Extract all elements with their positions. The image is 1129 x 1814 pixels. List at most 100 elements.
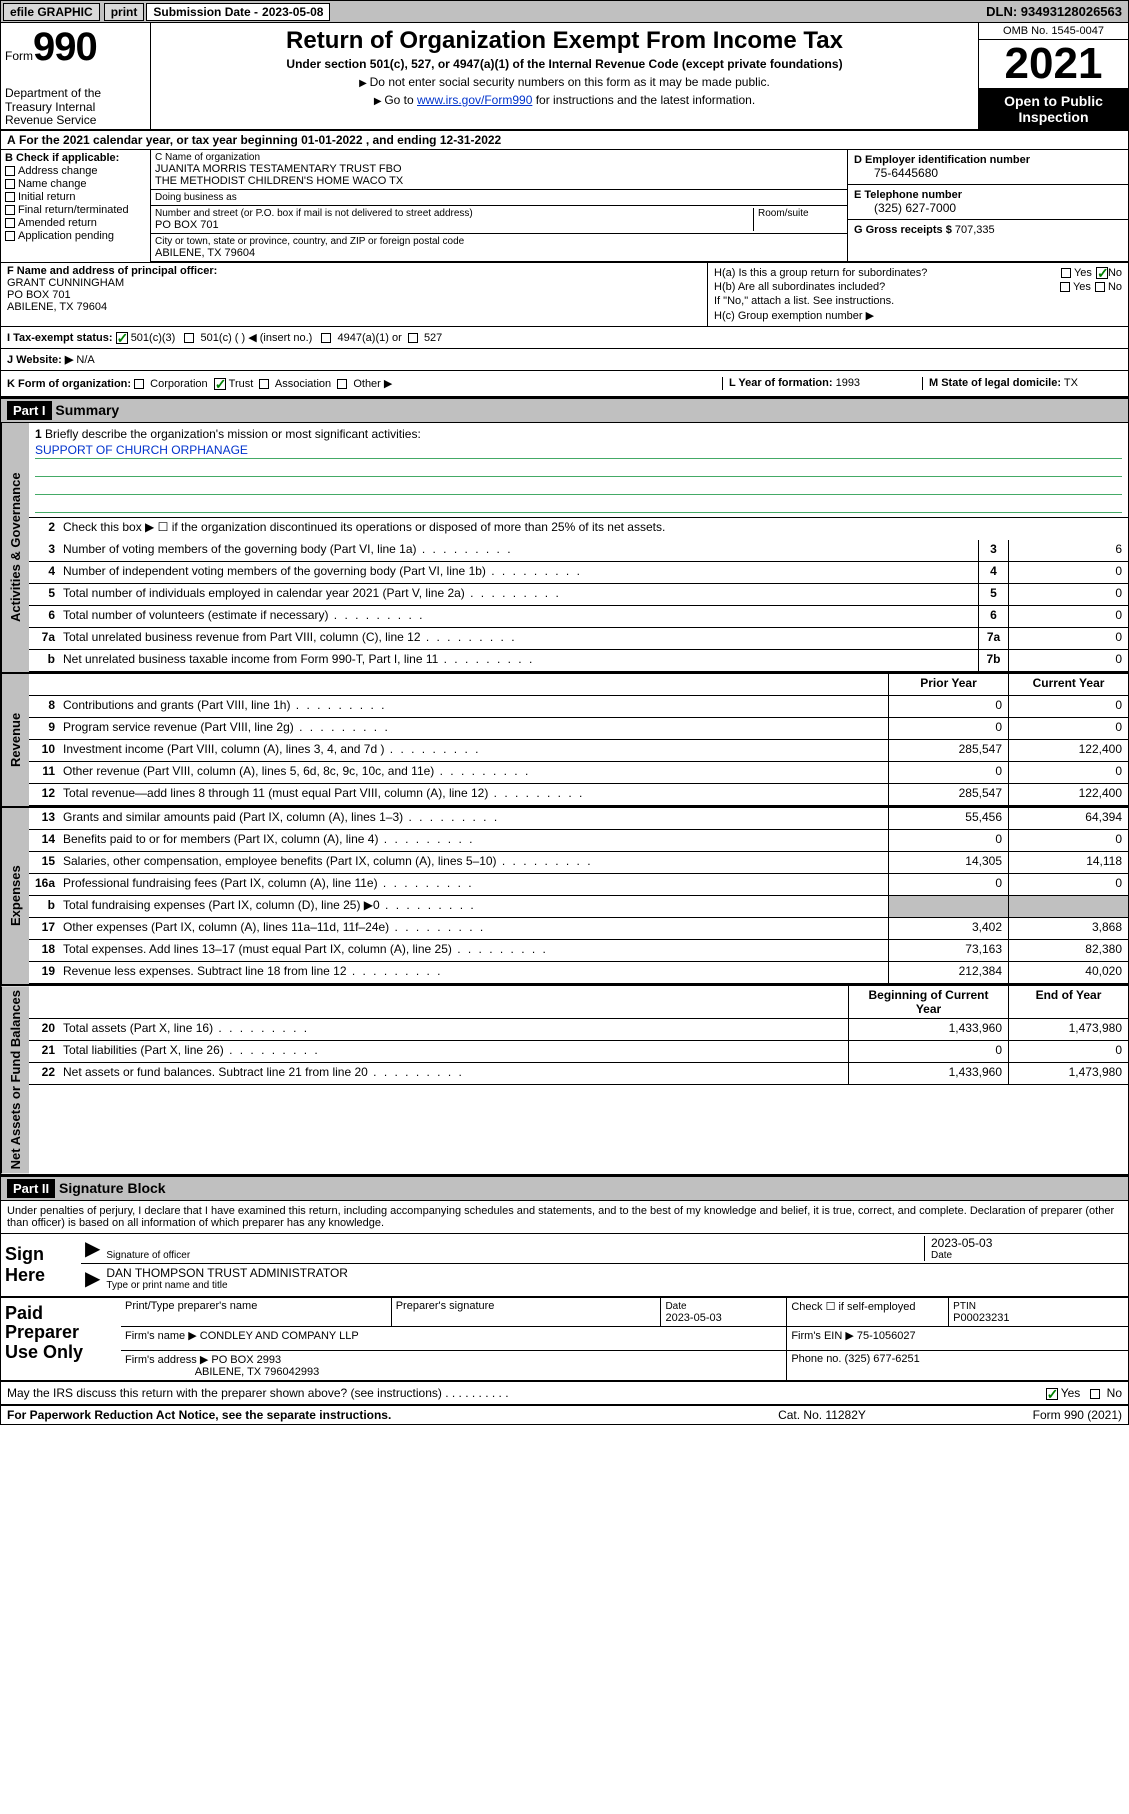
q2-text: Check this box ▶ ☐ if the organization d… [59, 518, 1128, 540]
line-text: Net unrelated business taxable income fr… [59, 650, 978, 671]
line-prior: 285,547 [888, 784, 1008, 805]
table-row: 19Revenue less expenses. Subtract line 1… [29, 962, 1128, 984]
k-trust: Trust [229, 378, 254, 390]
col-end: End of Year [1008, 986, 1128, 1018]
open-to-public: Open to Public Inspection [979, 89, 1128, 129]
line-prior: 1,433,960 [848, 1019, 1008, 1040]
sign-here-block: Sign Here ▶ Signature of officer 2023-05… [1, 1234, 1128, 1298]
firm-ein-label: Firm's EIN ▶ [791, 1330, 854, 1342]
i-501c3-checkbox[interactable] [116, 332, 128, 344]
prep-name-label: Print/Type preparer's name [121, 1298, 391, 1327]
submission-date-value: 2023-05-08 [262, 5, 323, 19]
line-value: 0 [1008, 584, 1128, 605]
table-row: 18Total expenses. Add lines 13–17 (must … [29, 940, 1128, 962]
cb-final-return[interactable]: Final return/terminated [5, 204, 146, 216]
part1-badge: Part I [7, 401, 52, 420]
header-center: Return of Organization Exempt From Incom… [151, 23, 978, 129]
tax-year: 2021 [979, 40, 1128, 89]
header-right: OMB No. 1545-0047 2021 Open to Public In… [978, 23, 1128, 129]
mission-blank-3 [35, 497, 1122, 513]
j-value: N/A [76, 354, 94, 366]
line-text: Total fundraising expenses (Part IX, col… [59, 896, 888, 917]
line-prior: 3,402 [888, 918, 1008, 939]
may-yes: Yes [1061, 1386, 1081, 1400]
may-discuss-text: May the IRS discuss this return with the… [7, 1386, 442, 1400]
line-num: b [29, 650, 59, 671]
i-opt4: 527 [424, 332, 442, 344]
line-num: 6 [29, 606, 59, 627]
line-value: 6 [1008, 540, 1128, 561]
table-row: 8Contributions and grants (Part VIII, li… [29, 696, 1128, 718]
cb-address-change[interactable]: Address change [5, 165, 146, 177]
perjury-statement: Under penalties of perjury, I declare th… [1, 1201, 1128, 1234]
line-num: 4 [29, 562, 59, 583]
cb-app-pending[interactable]: Application pending [5, 230, 146, 242]
line-text: Other expenses (Part IX, column (A), lin… [59, 918, 888, 939]
table-row: bTotal fundraising expenses (Part IX, co… [29, 896, 1128, 918]
line-text: Grants and similar amounts paid (Part IX… [59, 808, 888, 829]
mission-blank-1 [35, 461, 1122, 477]
cb-amended[interactable]: Amended return [5, 217, 146, 229]
firm-addr1: PO BOX 2993 [211, 1354, 281, 1366]
irs-link[interactable]: www.irs.gov/Form990 [417, 93, 532, 107]
hc-label: H(c) Group exemption number ▶ [714, 309, 874, 322]
sig-arrow-icon: ▶ [85, 1236, 100, 1261]
department-label: Department of the Treasury Internal Reve… [5, 87, 146, 127]
ptin-value: P00023231 [953, 1312, 1009, 1324]
line-text: Professional fundraising fees (Part IX, … [59, 874, 888, 895]
line-value: 0 [1008, 650, 1128, 671]
i-opt1: 501(c)(3) [131, 332, 176, 344]
prep-sig-label: Preparer's signature [391, 1298, 661, 1327]
footer-form: Form 990 (2021) [922, 1408, 1122, 1422]
line-prior: 0 [888, 762, 1008, 783]
line-num: 22 [29, 1063, 59, 1084]
c-name-2: THE METHODIST CHILDREN'S HOME WACO TX [155, 175, 843, 187]
line-current: 40,020 [1008, 962, 1128, 983]
line-num: 7a [29, 628, 59, 649]
line-current: 122,400 [1008, 784, 1128, 805]
k-label: K Form of organization: [7, 378, 131, 390]
l-value: 1993 [836, 377, 860, 389]
may-yes-checkbox[interactable] [1046, 1388, 1058, 1400]
cb-name-change[interactable]: Name change [5, 178, 146, 190]
line-value: 0 [1008, 606, 1128, 627]
col-begin: Beginning of Current Year [848, 986, 1008, 1018]
line-num: 17 [29, 918, 59, 939]
table-row: 9Program service revenue (Part VIII, lin… [29, 718, 1128, 740]
goto-note: Go to www.irs.gov/Form990 for instructio… [157, 93, 972, 107]
table-row: 11Other revenue (Part VIII, column (A), … [29, 762, 1128, 784]
line-num: 15 [29, 852, 59, 873]
section-j: J Website: ▶ N/A [1, 349, 1128, 371]
line-num: 14 [29, 830, 59, 851]
row-a-text: For the 2021 calendar year, or tax year … [19, 133, 501, 147]
line-text: Investment income (Part VIII, column (A)… [59, 740, 888, 761]
ha-yes: Yes [1074, 267, 1092, 279]
may-no: No [1107, 1386, 1122, 1400]
line-prior: 0 [848, 1041, 1008, 1062]
print-button[interactable]: print [104, 3, 145, 21]
line-prior: 14,305 [888, 852, 1008, 873]
ha-label: H(a) Is this a group return for subordin… [714, 267, 1057, 279]
firm-addr-label: Firm's address ▶ [125, 1354, 208, 1366]
line-current: 0 [1008, 762, 1128, 783]
side-expenses: Expenses [1, 808, 29, 984]
k-other: Other ▶ [353, 378, 392, 390]
page-footer: For Paperwork Reduction Act Notice, see … [1, 1405, 1128, 1424]
part2-title: Signature Block [59, 1180, 166, 1196]
ha-no: No [1108, 267, 1122, 279]
firm-ein-value: 75-1056027 [857, 1330, 916, 1342]
cb-initial-return[interactable]: Initial return [5, 191, 146, 203]
prep-date-label: Date [665, 1301, 686, 1312]
k-trust-checkbox[interactable] [214, 378, 226, 390]
col-current: Current Year [1008, 674, 1128, 695]
i-label: I Tax-exempt status: [7, 332, 113, 344]
line-num: 8 [29, 696, 59, 717]
ha-no-checkbox[interactable] [1096, 267, 1108, 279]
k-assoc: Association [275, 378, 331, 390]
paid-preparer-block: Paid Preparer Use Only Print/Type prepar… [1, 1298, 1128, 1382]
city-value: ABILENE, TX 79604 [155, 247, 843, 259]
net-col-headers: Beginning of Current Year End of Year [29, 986, 1128, 1019]
section-f: F Name and address of principal officer:… [1, 263, 708, 326]
line-prior: 285,547 [888, 740, 1008, 761]
g-gross-label: G Gross receipts $ [854, 224, 952, 236]
